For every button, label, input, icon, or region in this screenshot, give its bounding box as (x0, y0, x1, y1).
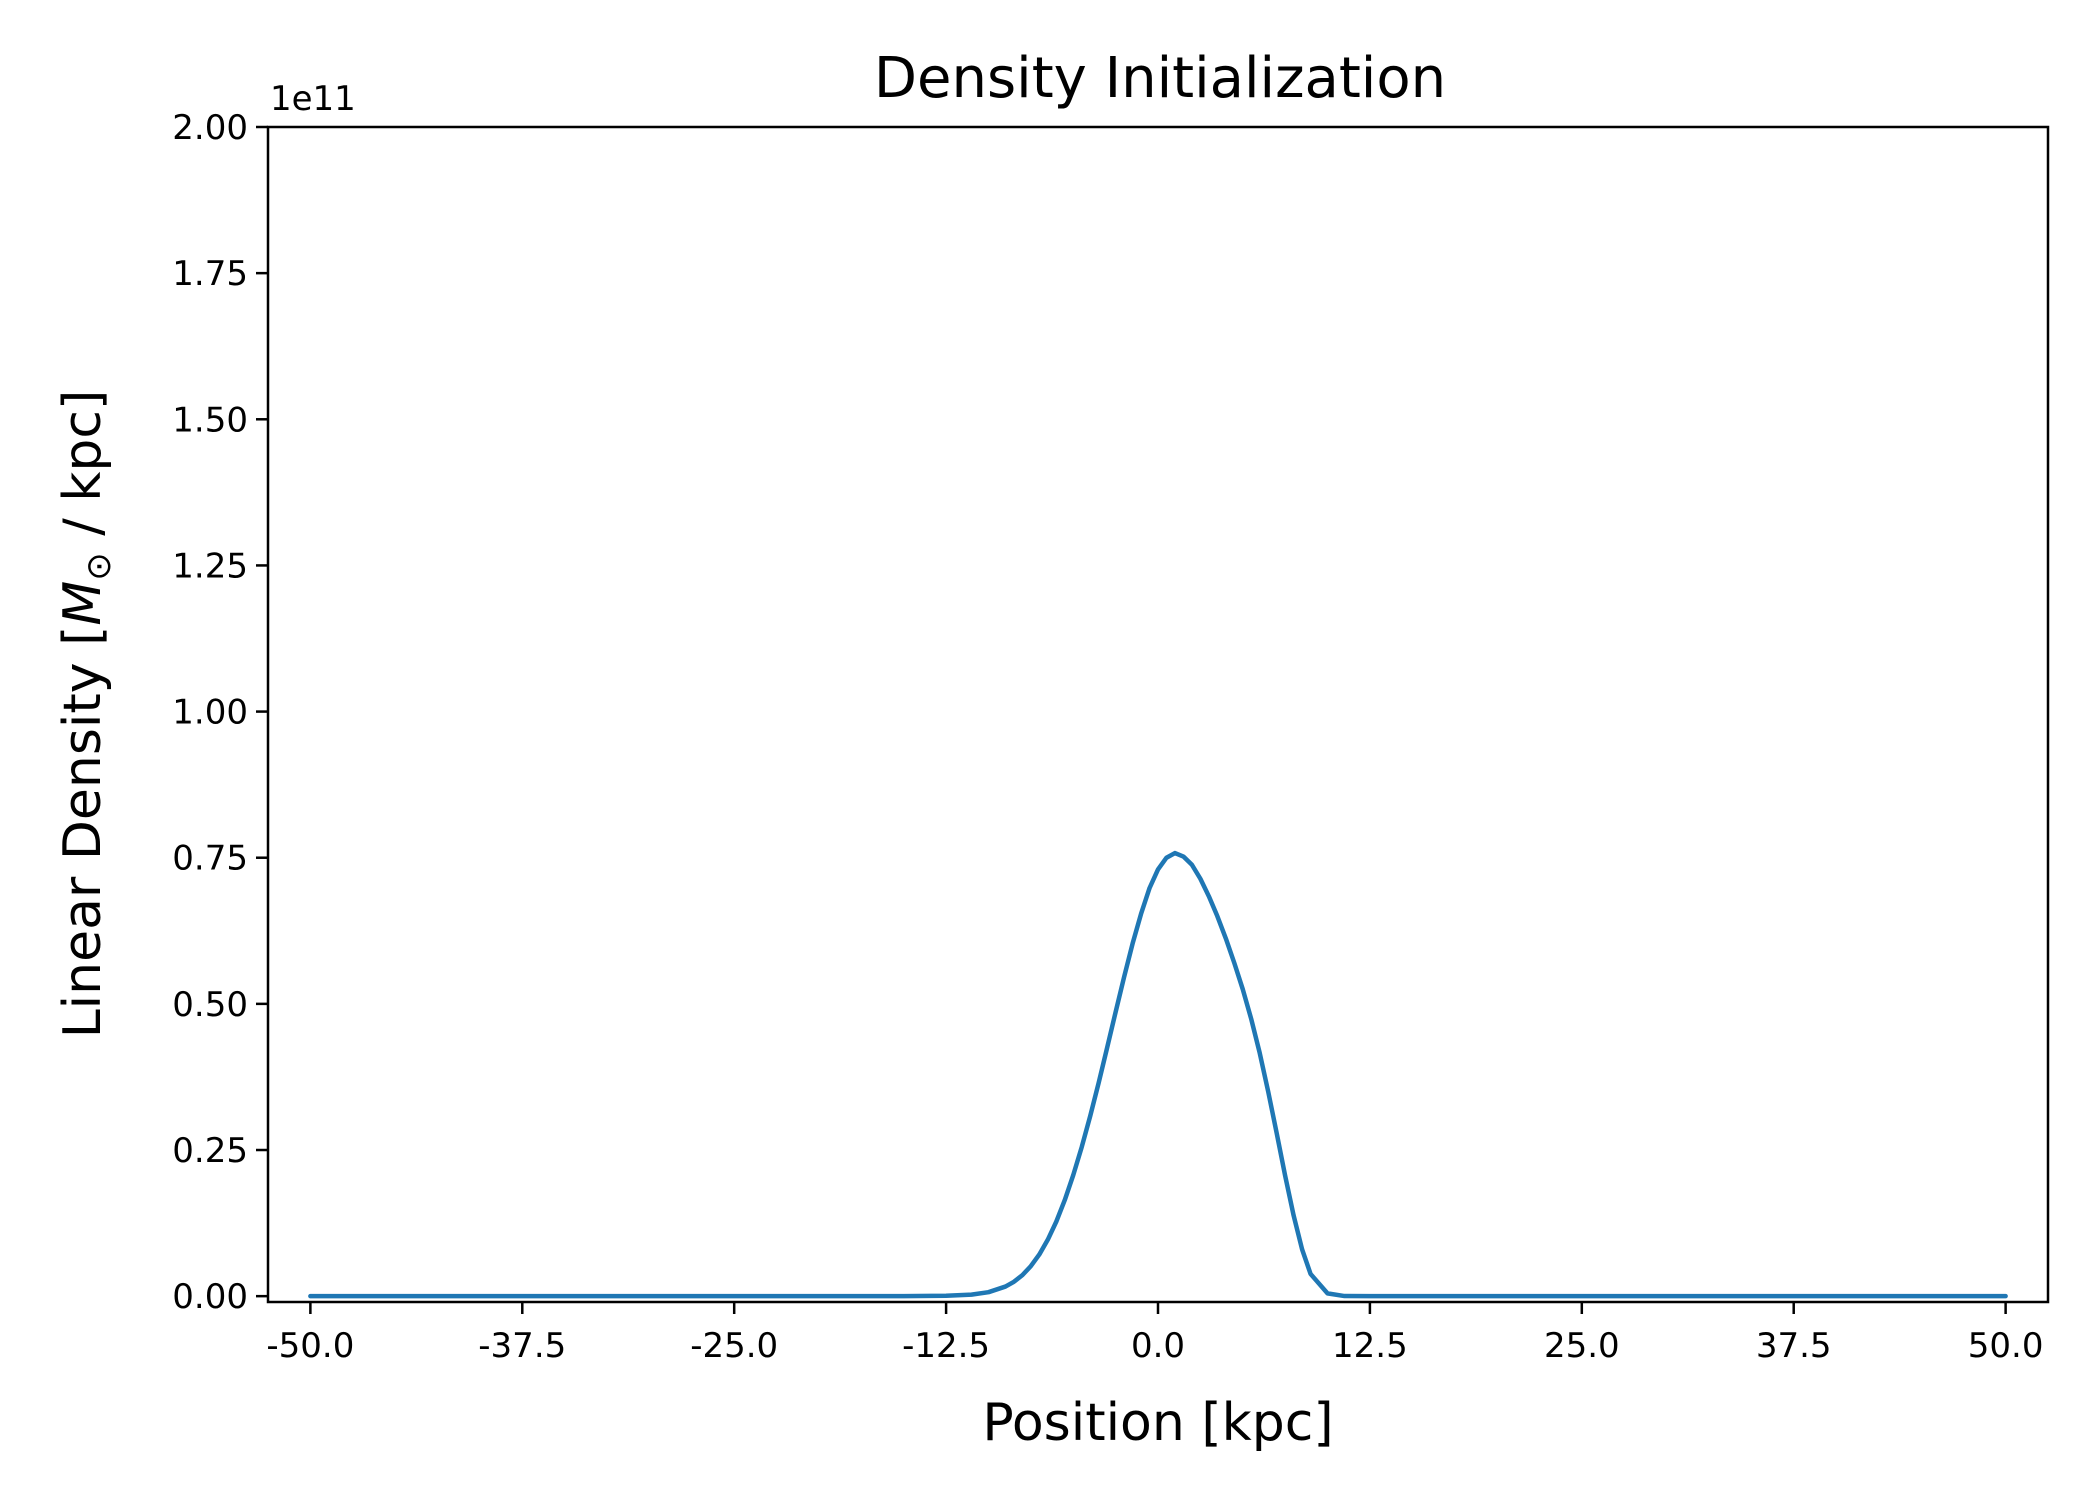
chart-title: Density Initialization (874, 46, 1446, 111)
x-axis-label: Position [kpc] (982, 1393, 1333, 1453)
y-tick-label: 0.25 (172, 1131, 248, 1171)
x-tick-label: -25.0 (690, 1326, 778, 1366)
y-tick-label: 1.00 (172, 693, 248, 733)
y-tick-label: 1.75 (172, 254, 248, 294)
x-tick-label: -50.0 (266, 1326, 354, 1366)
plot-frame (266, 125, 2050, 1304)
density-series-line-0 (308, 850, 2008, 1299)
x-tick-label: 25.0 (1544, 1326, 1620, 1366)
x-tick-label: 50.0 (1968, 1326, 2044, 1366)
y-axis-ticks: 0.00 0.25 0.50 0.75 1.00 1.25 1.50 1.75 2.00 (172, 108, 268, 1317)
plot-series-group (308, 850, 2008, 1299)
y-axis-label-symbol: M (53, 581, 113, 626)
y-tick-label: 0.00 (172, 1277, 248, 1317)
y-axis-label-suffix: / kpc] (53, 390, 113, 553)
x-tick-label: 0.0 (1131, 1326, 1185, 1366)
x-axis-ticks: -50.0 -37.5 -25.0 -12.5 0.0 12.5 25.0 37.5 50.0 (266, 1302, 2043, 1366)
x-tick-label: 37.5 (1756, 1326, 1832, 1366)
y-tick-label: 1.25 (172, 546, 248, 586)
x-tick-label: -12.5 (902, 1326, 990, 1366)
x-tick-label: 12.5 (1332, 1326, 1408, 1366)
y-tick-label: 2.00 (172, 108, 248, 148)
x-tick-label: -37.5 (478, 1326, 566, 1366)
y-tick-label: 0.75 (172, 839, 248, 879)
y-axis-label-prefix: Linear Density [ (53, 626, 113, 1039)
y-axis-offset-label: 1e11 (270, 79, 356, 119)
y-axis-label-subscript: ⊙ (79, 552, 119, 581)
y-axis-label: Linear Density [M⊙ / kpc] (53, 390, 119, 1039)
y-tick-label: 1.50 (172, 400, 248, 440)
y-tick-label: 0.50 (172, 985, 248, 1025)
